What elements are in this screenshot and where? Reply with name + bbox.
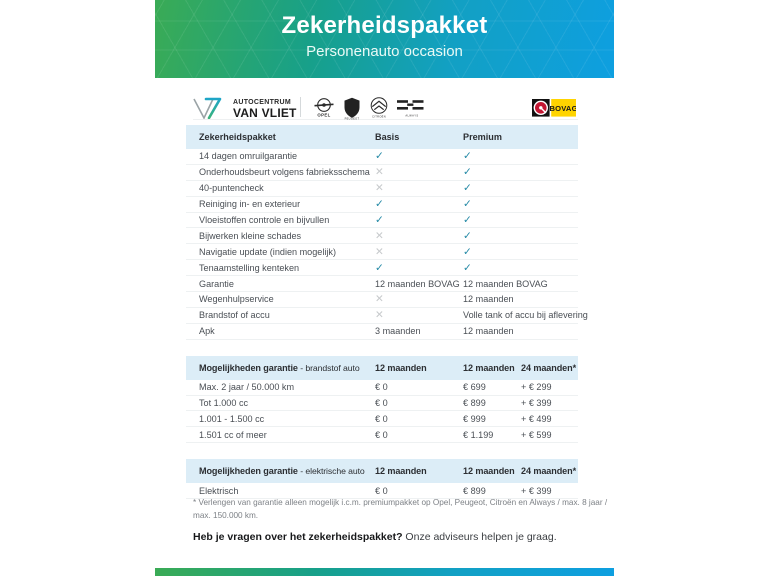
svg-text:PEUGEOT: PEUGEOT — [345, 117, 360, 121]
svg-text:BOVAG: BOVAG — [549, 104, 576, 113]
svg-text:OPEL: OPEL — [317, 113, 330, 118]
svg-text:CITROËN: CITROËN — [372, 115, 386, 119]
svg-text:ALWAYS: ALWAYS — [405, 114, 418, 118]
